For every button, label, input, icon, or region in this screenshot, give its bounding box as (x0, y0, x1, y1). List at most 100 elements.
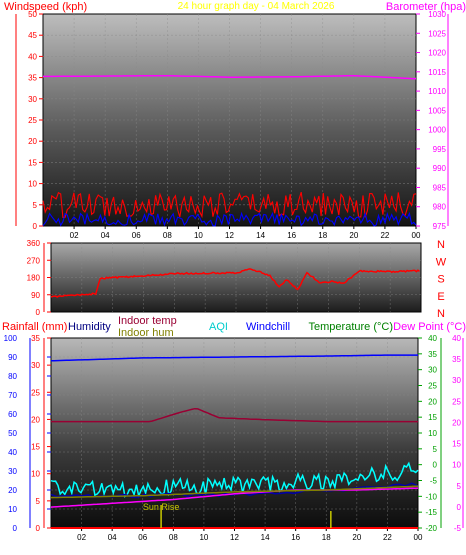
temperature-axis-ytick-label: 10 (428, 429, 437, 438)
rainfall-axis-ytick-label: 25 (31, 388, 40, 397)
wind-panel-xtick-label: 10 (194, 231, 203, 240)
dewpoint-axis-ytick-label: 40 (452, 334, 461, 343)
humidity-axis-ytick-label: 60 (8, 410, 17, 419)
climate-panel-xtick-label: 08 (169, 533, 178, 542)
series-wind-direction-line (50, 268, 420, 298)
windspeed-axis-ytick-label: 30 (28, 95, 37, 104)
wind-panel-xtick-label: 04 (101, 231, 110, 240)
rainfall-axis-ytick-label: 20 (31, 415, 40, 424)
dewpoint-axis-ytick-label: 30 (452, 376, 461, 385)
legend-entry: Dew Point (°C) (393, 321, 466, 333)
dewpoint-axis-ytick-label: 0 (457, 503, 462, 512)
barometer-axis-label: Barometer (hpa) (386, 1, 466, 13)
direction-axis-ytick-label: 360 (27, 239, 41, 248)
wind-panel-xtick-label: 14 (256, 231, 265, 240)
dewpoint-axis-ytick-label: 20 (452, 418, 461, 427)
windspeed-axis-ytick-label: 25 (28, 116, 37, 125)
wind-panel-xtick-label: 06 (132, 231, 141, 240)
dewpoint-axis-ytick-label: 15 (452, 440, 461, 449)
humidity-axis-ytick-label: 80 (8, 372, 17, 381)
humidity-axis-ytick-label: 0 (13, 524, 18, 533)
direction-axis-ytick-label: 90 (31, 291, 40, 300)
temperature-axis-ytick-label: 5 (433, 445, 438, 454)
climate-panel-xtick-label: 20 (352, 533, 361, 542)
legend-entry: Indoor temp (118, 315, 177, 327)
direction-axis-ytick-label: 180 (27, 274, 41, 283)
barometer-axis-ytick-label: 975 (433, 222, 447, 231)
barometer-axis-ytick-label: 1020 (428, 49, 446, 58)
climate-panel-xtick-label: 10 (199, 533, 208, 542)
temperature-axis-ytick-label: -20 (425, 524, 437, 533)
windspeed-axis-ytick-label: 15 (28, 158, 37, 167)
climate-panel-xtick-label: 18 (322, 533, 331, 542)
windspeed-axis-ytick-label: 5 (33, 201, 38, 210)
wind-panel-xtick-label: 00 (412, 231, 421, 240)
humidity-axis-ytick-label: 70 (8, 391, 17, 400)
temperature-axis-ytick-label: 35 (428, 350, 437, 359)
temperature-axis-ytick-label: 0 (433, 461, 438, 470)
wind-panel-xtick-label: 22 (380, 231, 389, 240)
climate-panel-xtick-label: 02 (77, 533, 86, 542)
climate-panel-xtick-label: 22 (383, 533, 392, 542)
wind-panel-xtick-label: 02 (70, 231, 79, 240)
climate-panel-xtick-label: 16 (291, 533, 300, 542)
barometer-axis-ytick-label: 995 (433, 145, 447, 154)
humidity-axis-ytick-label: 90 (8, 353, 17, 362)
wind-panel-xtick-label: 20 (349, 231, 358, 240)
windspeed-axis-ytick-label: 45 (28, 31, 37, 40)
direction-axis-ytick-label: 270 (27, 256, 41, 265)
humidity-axis-ytick-label: 40 (8, 448, 17, 457)
temperature-axis-ytick-label: 30 (428, 366, 437, 375)
windspeed-axis-ytick-label: 40 (28, 52, 37, 61)
legend-entry: Temperature (°C) (309, 321, 393, 333)
rainfall-axis-ytick-label: 10 (31, 470, 40, 479)
legend-entry: Rainfall (mm) (2, 321, 67, 333)
barometer-axis-ytick-label: 980 (433, 203, 447, 212)
wind-panel-xtick-label: 08 (163, 231, 172, 240)
series-dew-point-c--line (50, 487, 419, 508)
compass-letter: N (437, 239, 445, 251)
legend-entry: Humidity (68, 321, 111, 333)
series-indoor-temp-line (51, 407, 418, 423)
compass-letter: S (437, 274, 444, 286)
temperature-axis-ytick-label: 40 (428, 334, 437, 343)
climate-panel-xtick-label: 06 (138, 533, 147, 542)
windspeed-axis-ytick-label: 20 (28, 137, 37, 146)
windspeed-axis-ytick-label: 10 (28, 180, 37, 189)
barometer-axis-ytick-label: 985 (433, 183, 447, 192)
series-indoor-hum-line (50, 485, 419, 499)
rainfall-axis-ytick-label: 0 (36, 524, 41, 533)
windspeed-axis-ytick-label: 0 (33, 222, 38, 231)
compass-letter: W (436, 256, 447, 268)
series-speed-line (42, 211, 417, 227)
wind-panel-xtick-label: 18 (318, 231, 327, 240)
barometer-axis-ytick-label: 1005 (428, 106, 446, 115)
dewpoint-axis-ytick-label: 10 (452, 461, 461, 470)
barometer-axis-ytick-label: 990 (433, 164, 447, 173)
humidity-axis-ytick-label: 10 (8, 505, 17, 514)
barometer-axis-ytick-label: 1010 (428, 87, 446, 96)
rainfall-axis-ytick-label: 30 (31, 361, 40, 370)
dewpoint-axis-ytick-label: -5 (454, 524, 462, 533)
temperature-axis-ytick-label: 25 (428, 382, 437, 391)
windspeed-axis-ytick-label: 35 (28, 74, 37, 83)
dewpoint-axis-ytick-label: 35 (452, 355, 461, 364)
barometer-axis-ytick-label: 1030 (428, 10, 446, 19)
humidity-axis-ytick-label: 30 (8, 467, 17, 476)
legend-entry: Windchill (246, 321, 290, 333)
climate-panel-xtick-label: 04 (108, 533, 117, 542)
barometer-axis-ytick-label: 1000 (428, 126, 446, 135)
temperature-axis-ytick-label: -10 (425, 492, 437, 501)
series-gust-line (42, 191, 417, 219)
climate-panel-xtick-label: 12 (230, 533, 239, 542)
series-humidity-line (50, 354, 418, 362)
rainfall-axis-ytick-label: 5 (36, 497, 41, 506)
dewpoint-axis-ytick-label: 25 (452, 397, 461, 406)
legend-entry: AQI (209, 321, 228, 333)
sunrise-label: Sun Rise (143, 502, 180, 512)
climate-panel-xtick-label: 14 (261, 533, 270, 542)
dewpoint-axis-ytick-label: 5 (457, 482, 462, 491)
windspeed-axis-label: Windspeed (kph) (4, 1, 87, 13)
windspeed-axis-ytick-label: 50 (28, 10, 37, 19)
